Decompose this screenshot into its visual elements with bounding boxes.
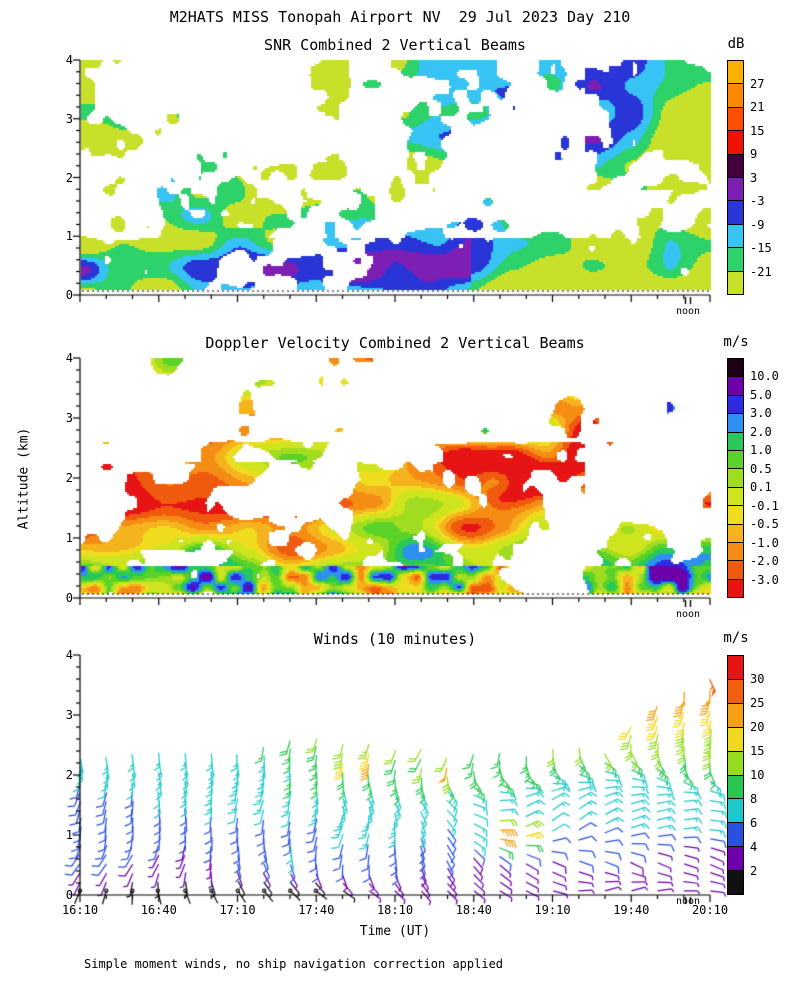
noon-annotation-doppler: noon [675,609,701,620]
colorbar-cell [728,469,743,488]
snr-colorbar [727,60,744,295]
colorbar-cell [728,248,743,272]
colorbar-cell [728,84,743,108]
doppler-colorbar-unit: m/s [723,334,749,350]
winds-panel-title: Winds (10 minutes) [313,630,477,648]
figure-title: M2HATS MISS Tonopah Airport NV 29 Jul 20… [169,8,631,26]
winds-colorbar [727,655,744,895]
colorbar-cell [728,579,743,598]
colorbar-cell [728,703,743,728]
colorbar-cell [728,506,743,525]
snr-colorbar-unit: dB [727,36,745,52]
colorbar-cell [728,107,743,132]
colorbar-cell [728,414,743,433]
colorbar-cell [728,131,743,155]
colorbar-cell [728,61,743,85]
colorbar-cell [728,271,743,295]
colorbar-cell [728,359,743,378]
colorbar-cell [728,679,743,704]
noon-annotation-winds: noon [675,896,701,907]
colorbar-cell [728,432,743,451]
colorbar-cell [728,561,743,580]
winds-colorbar-unit: m/s [723,630,749,646]
doppler-colorbar [727,358,744,598]
colorbar-cell [728,487,743,507]
colorbar-cell [728,656,743,680]
colorbar-cell [728,871,743,895]
colorbar-cell [728,201,743,225]
noon-annotation-snr: noon [675,306,701,317]
colorbar-cell [728,224,743,249]
colorbar-cell [728,823,743,848]
x-axis-title: Time (UT) [359,924,431,939]
colorbar-cell [728,847,743,872]
colorbar-cell [728,154,743,179]
y-axis-title: Altitude (km) [16,427,32,530]
footer-note: Simple moment winds, no ship navigation … [84,957,504,971]
snr-panel-title: SNR Combined 2 Vertical Beams [264,36,526,54]
colorbar-cell [728,727,743,752]
colorbar-cell [728,542,743,562]
colorbar-cell [728,799,743,824]
colorbar-cell [728,751,743,776]
colorbar-cell [728,775,743,800]
colorbar-cell [728,178,743,202]
colorbar-cell [728,377,743,396]
colorbar-cell [728,395,743,415]
colorbar-cell [728,524,743,543]
doppler-panel-title: Doppler Velocity Combined 2 Vertical Bea… [205,334,585,352]
colorbar-cell [728,450,743,470]
